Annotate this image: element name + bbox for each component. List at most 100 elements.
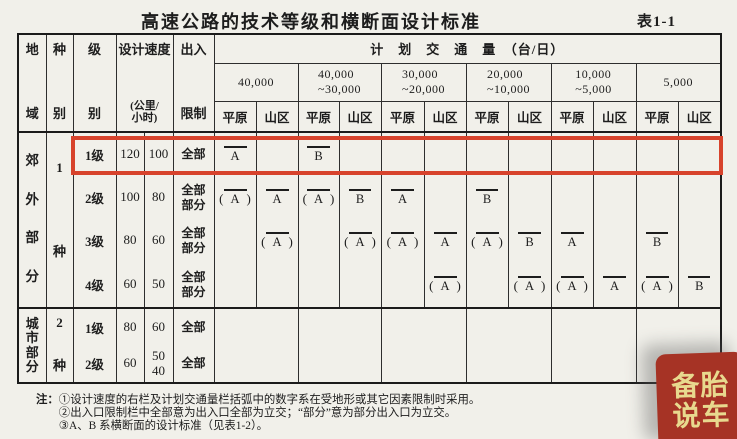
traffic-cell — [550, 132, 594, 176]
header-row-terrain: 平原 山区 平原 山区 平原 山区 平原 山区 平原 山区 平原 山区 — [18, 101, 722, 133]
table-header: 地 域 种 别 级 别 — [17, 34, 722, 133]
access-restriction-cell: 全部 — [172, 132, 215, 176]
overline-letter: B — [645, 231, 669, 249]
highway-standards-table: 地 域 种 别 级 别 — [17, 33, 723, 384]
traffic-cell — [592, 176, 637, 219]
traffic-bracket-3: 30,000 ~20,000 — [380, 63, 467, 102]
traffic-cell — [677, 219, 722, 262]
traffic-cell — [213, 219, 257, 262]
traffic-cell: B — [507, 219, 552, 262]
traffic-cell — [213, 262, 257, 308]
traffic-cell: (A) — [380, 219, 425, 262]
close-paren: ) — [583, 277, 588, 293]
traffic-cell: A — [592, 262, 637, 308]
traffic-cell: (A) — [297, 176, 340, 219]
traffic-cell: (A) — [213, 176, 257, 219]
grade-char-bottom: 别 — [87, 106, 101, 122]
design-speed-label: 设计速度 — [118, 42, 171, 57]
access-restriction-cell: 全部 — [172, 345, 215, 383]
traffic-cell — [423, 176, 467, 219]
grade-cell: 1级 — [72, 307, 116, 345]
traffic-bracket-1: 40,000 — [213, 63, 299, 102]
speed-alt-cell: 100 — [143, 132, 174, 176]
open-paren: ( — [641, 277, 646, 293]
overline-letter: A — [433, 231, 457, 249]
traffic-bracket-4: 20,000 ~10,000 — [465, 63, 552, 102]
table-row: 城市部分 2 种 1级 80 60 全部 — [17, 307, 722, 383]
col-header-grade: 级 别 — [72, 34, 116, 133]
category-char: 2 — [56, 314, 63, 330]
region-char: 市 — [25, 330, 39, 346]
watermark-line-2: 说车 — [671, 397, 732, 433]
traffic-cell — [677, 132, 722, 176]
traffic-cell — [380, 132, 425, 176]
traffic-cell: A — [213, 132, 257, 176]
speed-alt-cell: 60 — [143, 307, 174, 345]
traffic-volume-title: 计 划 交 通 量 （台/日） — [213, 34, 722, 64]
terrain-header-plain: 平原 — [297, 101, 340, 133]
access-char-bottom: 限制 — [180, 106, 207, 122]
overline-letter: A — [603, 275, 627, 293]
traffic-cell — [677, 176, 722, 219]
watermark-logo: 备胎 说车 — [655, 351, 737, 439]
traffic-cell: A — [423, 219, 467, 262]
traffic-cell: A — [255, 176, 299, 219]
region-char: 部 — [25, 344, 39, 360]
access-restriction-cell: 全部 部分 — [172, 176, 215, 219]
grade-cell: 1级 — [72, 132, 116, 176]
traffic-cell — [635, 132, 679, 176]
region-char: 部 — [25, 230, 40, 246]
col-header-access: 出入 限制 — [172, 34, 215, 133]
grade-char-top: 级 — [87, 42, 101, 57]
speed-main-cell: 120 — [115, 132, 144, 176]
note-item-3: ③A、B 系横断面的设计标准（见表1-2）。 — [58, 420, 269, 433]
overline-letter: A — [475, 231, 499, 249]
grade-cell: 2级 — [72, 345, 116, 383]
traffic-cell: B — [338, 176, 382, 219]
traffic-cell — [338, 132, 382, 176]
overline-letter: A — [433, 275, 457, 293]
speed-main-cell: 100 — [115, 176, 144, 219]
header-row-brackets: 40,000 40,000 ~30,000 30,000 ~20,000 20,… — [18, 63, 722, 102]
terrain-header-mountain: 山区 — [338, 101, 382, 133]
note-item-1: ①设计速度的右栏及计划交通量栏括弧中的数字系在受地形或其它因素限制时采用。 — [58, 394, 481, 406]
traffic-cell: B — [677, 262, 722, 308]
region-cell: 城市部分 — [17, 307, 46, 383]
close-paren: ) — [414, 233, 419, 249]
traffic-cell — [592, 132, 637, 176]
speed-main-cell: 80 — [115, 219, 144, 262]
grade-cell: 3级 — [72, 219, 116, 262]
region-char: 分 — [25, 268, 40, 284]
col-header-design-speed: 设计速度 (公里/ 小时) — [115, 34, 174, 133]
region-char: 城 — [25, 315, 39, 331]
terrain-header-plain: 平原 — [380, 101, 425, 133]
overline-letter: A — [223, 188, 247, 206]
traffic-cell-empty — [380, 307, 467, 383]
traffic-cell — [592, 219, 637, 262]
traffic-cell-empty — [465, 307, 552, 383]
traffic-cell: A — [550, 219, 594, 262]
speed-alt-cell: 50 40 — [143, 345, 174, 383]
traffic-cell: (A) — [338, 219, 382, 262]
traffic-cell: (A) — [507, 262, 552, 308]
terrain-header-mountain: 山区 — [423, 101, 467, 133]
col-header-category: 种 别 — [45, 34, 73, 133]
overline-letter: A — [265, 231, 289, 249]
access-restriction-cell: 全部 — [172, 307, 215, 345]
open-paren: ( — [386, 233, 391, 249]
close-paren: ) — [288, 233, 293, 249]
traffic-cell: B — [635, 219, 679, 262]
open-paren: ( — [344, 233, 349, 249]
traffic-cell: (A) — [465, 219, 509, 262]
speed-main-cell: 60 — [115, 345, 144, 383]
close-paren: ) — [371, 233, 376, 249]
speed-unit-label: (公里/ 小时) — [130, 99, 159, 125]
traffic-cell-empty — [550, 307, 637, 383]
page-title: 高速公路的技术等级和横断面设计标准 — [141, 12, 481, 32]
traffic-cell-empty — [213, 307, 299, 383]
close-paren: ) — [456, 277, 461, 293]
terrain-header-plain: 平原 — [465, 101, 509, 133]
footnotes: 注： ①设计速度的右栏及计划交通量栏括弧中的数字系在受地形或其它因素限制时采用。… — [36, 394, 480, 434]
